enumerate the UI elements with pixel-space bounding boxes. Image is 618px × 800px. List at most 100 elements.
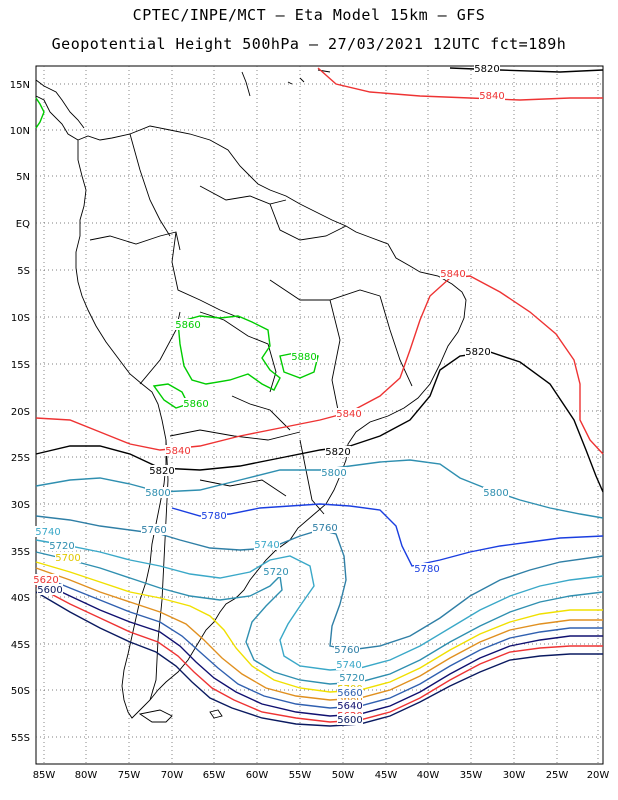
- contour-label-bg: [183, 398, 209, 409]
- border-argentina-north: [169, 429, 301, 441]
- contour-label: 5820: [474, 64, 499, 75]
- contour-label-bg: [339, 672, 365, 683]
- contour-5660: [35, 573, 603, 709]
- contour-label-bg: [37, 584, 63, 595]
- contour-label: 5640: [337, 701, 362, 712]
- contour-label: 5740: [35, 527, 60, 538]
- contour-label: 5600: [37, 585, 62, 596]
- border-brazil-uruguay: [299, 439, 325, 515]
- contour-label-bg: [175, 319, 201, 330]
- contour-label: 5820: [325, 447, 350, 458]
- caribbean-islands: [241, 69, 331, 97]
- lat-tick-label: 15S: [11, 360, 30, 371]
- contour-label-bg: [337, 687, 363, 698]
- lat-tick-label: 30S: [11, 500, 30, 511]
- contour-label: 5780: [414, 564, 439, 575]
- lon-tick-label: 65W: [203, 770, 226, 781]
- contour-label: 5600: [337, 715, 362, 726]
- contour-label: 5620: [33, 575, 58, 586]
- contour-label: 5740: [254, 540, 279, 551]
- lat-tick-label: 10S: [11, 313, 30, 324]
- contour-label: 5840: [336, 409, 361, 420]
- contour-5720: [35, 551, 604, 685]
- lon-tick-label: 55W: [289, 770, 312, 781]
- lat-tick-label: 15N: [10, 80, 30, 91]
- map-frame: [35, 65, 604, 765]
- contour-label-bg: [49, 540, 75, 551]
- contour-label-bg: [337, 693, 363, 704]
- contour-5880: [35, 97, 45, 129]
- contour-label-bg: [483, 487, 509, 498]
- border-chile-argentina: [149, 439, 169, 701]
- contour-label-bg: [55, 552, 81, 563]
- contour-label: 5720: [263, 567, 288, 578]
- contour-label: 5740: [336, 660, 361, 671]
- contour-label-bg: [465, 346, 491, 357]
- lat-tick-label: 25S: [11, 453, 30, 464]
- contour-label-bg: [33, 574, 59, 585]
- central-america-north-coast: [35, 79, 85, 129]
- contour-label: 5760: [141, 525, 166, 536]
- contour-label: 5840: [165, 446, 190, 457]
- contour-label: 5860: [183, 399, 208, 410]
- contour-label-bg: [141, 524, 167, 535]
- central-america-coast: [35, 95, 79, 141]
- lon-tick-label: 80W: [75, 770, 98, 781]
- tierra-del-fuego: [138, 709, 173, 723]
- lat-tick-label: 10N: [10, 126, 30, 137]
- contour-label: 5720: [49, 541, 74, 552]
- map-title: CPTEC/INPE/MCT – Eta Model 15km – GFS: [132, 6, 486, 24]
- contour-label: 5800: [483, 488, 508, 499]
- contour-5780: [171, 503, 604, 567]
- contour-5680: [35, 567, 603, 701]
- graticule: [36, 66, 603, 764]
- south-america-coast: [75, 125, 467, 719]
- lat-tick-label: EQ: [16, 219, 30, 230]
- latitude-labels: 15N 10N 5N EQ 5S 10S 15S 20S 25S 30S 35S 40S 45S 50S 5…: [10, 80, 30, 744]
- contour-label-bg: [414, 563, 440, 574]
- lat-tick-label: 35S: [11, 547, 30, 558]
- border-venezuela-brazil: [199, 185, 287, 205]
- contour-label: 5720: [339, 673, 364, 684]
- lon-tick-label: 35W: [460, 770, 483, 781]
- lat-tick-label: 55S: [11, 733, 30, 744]
- contour-5640: [35, 579, 603, 717]
- contour-label: 5880: [291, 352, 316, 363]
- contour-label-bg: [440, 268, 466, 279]
- contour-label-bg: [337, 714, 363, 725]
- contour-5700: [35, 561, 603, 693]
- lon-tick-label: 60W: [246, 770, 269, 781]
- contour-5840-south: [35, 275, 604, 455]
- map-subtitle: Geopotential Height 500hPa – 27/03/2021 …: [51, 35, 567, 53]
- lon-tick-label: 85W: [33, 770, 56, 781]
- contour-label: 5800: [145, 488, 170, 499]
- contour-label-bg: [254, 539, 280, 550]
- contour-label-bg: [337, 700, 363, 711]
- contour-label-bg: [312, 522, 338, 533]
- contour-label: 5840: [440, 269, 465, 280]
- contour-label: 5860: [175, 320, 200, 331]
- contour-label-bg: [149, 465, 175, 476]
- border-brazil-states-2: [329, 299, 341, 421]
- contour-label: 5840: [479, 91, 504, 102]
- contour-label: 5680: [337, 694, 362, 705]
- contour-5860-west: [177, 315, 281, 391]
- contour-label-bg: [479, 90, 505, 101]
- contour-label-bg: [474, 63, 500, 74]
- contour-5820: [35, 351, 604, 493]
- contour-label-bg: [35, 526, 61, 537]
- contour-labels: 5820 5840 5840 5820 5860 5880 5860 5840 5840 5820…: [33, 63, 509, 726]
- contour-label: 5660: [337, 688, 362, 699]
- contour-5800: [35, 459, 604, 519]
- lat-tick-label: 45S: [11, 640, 30, 651]
- contour-label: 5820: [465, 347, 490, 358]
- contour-label: 5760: [312, 523, 337, 534]
- contour-label-bg: [334, 644, 360, 655]
- contour-label-bg: [336, 408, 362, 419]
- longitude-labels: 85W 80W 75W 70W 65W 60W 55W 50W 45W 40W 35W 30W 25W 2…: [33, 770, 610, 781]
- lon-tick-label: 75W: [118, 770, 141, 781]
- contour-label-bg: [291, 351, 317, 362]
- lat-tick-label: 40S: [11, 593, 30, 604]
- contour-label-bg: [325, 446, 351, 457]
